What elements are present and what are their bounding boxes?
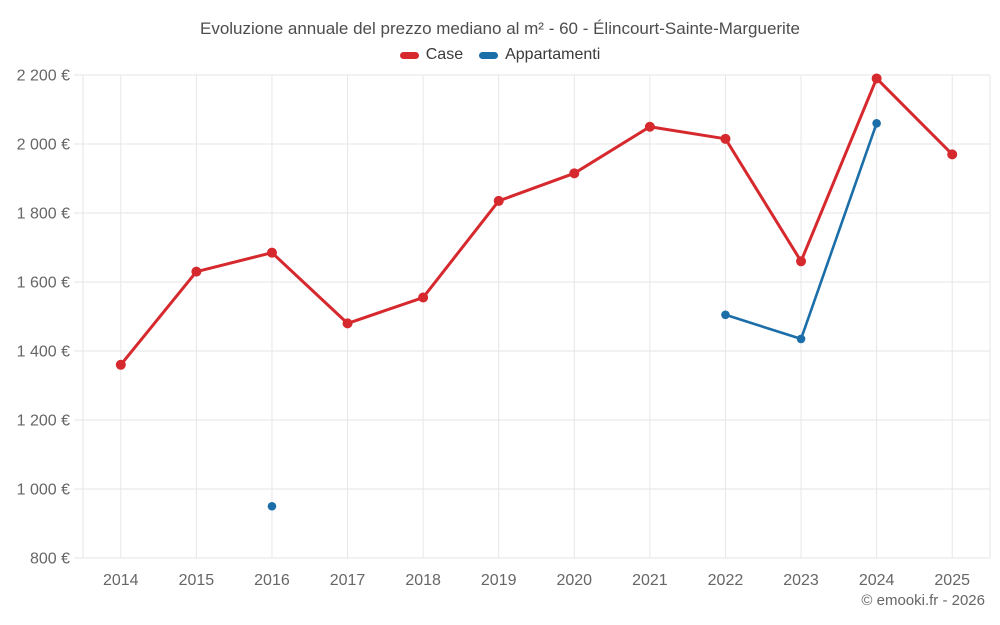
legend-item-case[interactable]: Case	[399, 46, 464, 64]
y-axis-tick-label: 1 400 €	[17, 344, 70, 361]
data-point-case-2023[interactable]	[796, 256, 807, 267]
y-axis-tick-label: 1 200 €	[17, 413, 70, 430]
y-axis-tick-label: 1 000 €	[17, 482, 70, 499]
y-axis-tick-label: 1 800 €	[17, 206, 70, 223]
x-axis-tick-label: 2021	[632, 572, 668, 589]
data-point-appartamenti-2016[interactable]	[267, 501, 277, 511]
data-point-case-2025[interactable]	[947, 149, 958, 160]
data-point-case-2016[interactable]	[266, 247, 277, 258]
legend-item-appartamenti[interactable]: Appartamenti	[479, 46, 600, 64]
x-axis-tick-label: 2015	[179, 572, 215, 589]
data-point-case-2021[interactable]	[644, 121, 655, 132]
y-axis-tick-label: 2 200 €	[17, 68, 70, 85]
x-axis-tick-label: 2016	[254, 572, 290, 589]
data-point-case-2014[interactable]	[115, 359, 126, 370]
x-axis-tick-label: 2022	[708, 572, 744, 589]
x-axis-tick-label: 2024	[859, 572, 895, 589]
legend-label-appartamenti: Appartamenti	[505, 46, 601, 63]
data-point-appartamenti-2022[interactable]	[721, 310, 730, 320]
data-point-case-2024[interactable]	[871, 73, 882, 84]
data-point-case-2022[interactable]	[720, 133, 731, 144]
x-axis-tick-label: 2018	[405, 572, 441, 589]
x-axis-tick-label: 2017	[330, 572, 366, 589]
chart-title: Evoluzione annuale del prezzo mediano al…	[199, 19, 801, 38]
legend-label-case: Case	[425, 46, 464, 63]
x-axis-tick-label: 2023	[783, 572, 819, 589]
y-axis-tick-label: 2 000 €	[17, 137, 70, 154]
data-point-appartamenti-2023[interactable]	[796, 334, 806, 344]
x-axis-tick-label: 2014	[103, 572, 139, 589]
x-axis-tick-label: 2020	[556, 572, 592, 589]
y-axis-tick-label: 1 600 €	[17, 275, 70, 292]
data-point-case-2015[interactable]	[191, 266, 202, 277]
credit-text: © emooki.fr - 2026	[861, 592, 985, 609]
y-axis-tick-label: 800 €	[30, 551, 70, 568]
data-point-case-2017[interactable]	[342, 318, 353, 329]
legend-swatch-case-icon	[399, 51, 419, 59]
series-line-case[interactable]	[119, 76, 954, 367]
legend: Case Appartamenti	[0, 46, 1000, 64]
data-point-appartamenti-2024[interactable]	[872, 119, 881, 128]
legend-swatch-appartamenti-icon	[479, 51, 499, 59]
x-axis-tick-label: 2019	[481, 572, 517, 589]
data-point-case-2020[interactable]	[569, 168, 580, 179]
data-point-case-2018[interactable]	[418, 292, 429, 303]
x-axis-tick-label: 2025	[934, 572, 970, 589]
data-point-case-2019[interactable]	[493, 195, 504, 206]
